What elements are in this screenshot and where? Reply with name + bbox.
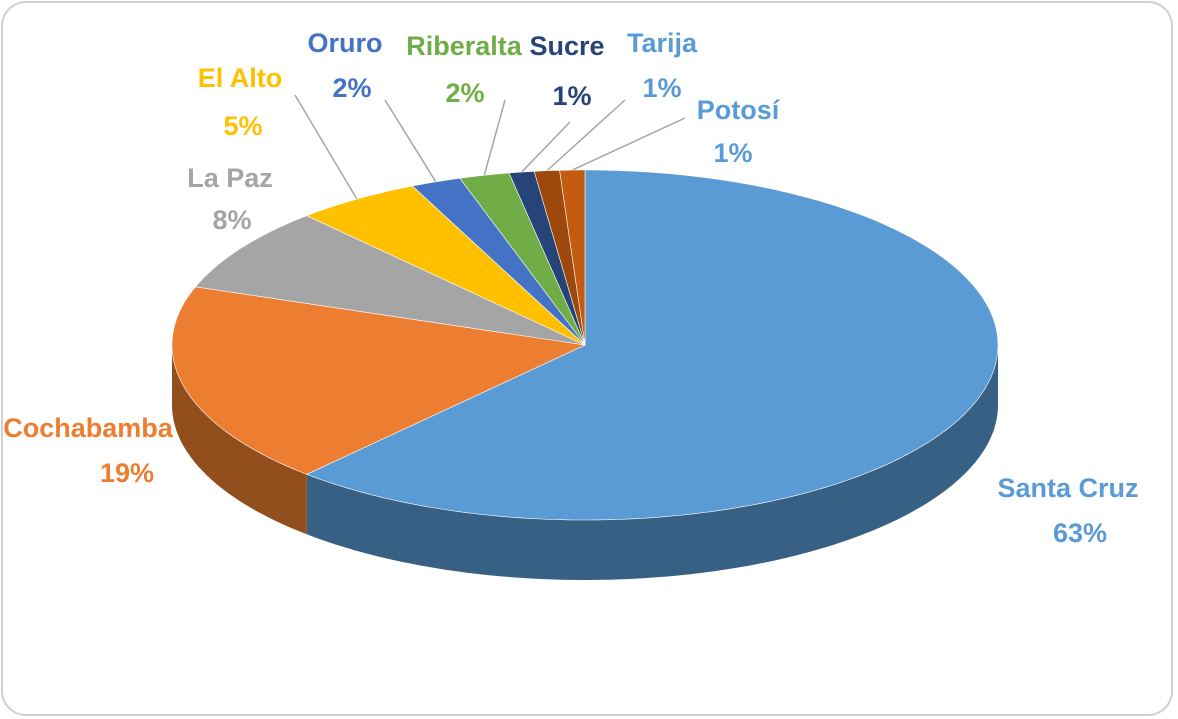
data-label-value: 1% bbox=[552, 81, 591, 111]
data-label-value: 63% bbox=[1053, 518, 1107, 548]
data-label-value: 2% bbox=[332, 73, 371, 103]
data-label-value: 1% bbox=[642, 73, 681, 103]
leader-line bbox=[546, 99, 626, 172]
pie-side bbox=[172, 345, 307, 535]
data-label-name: Tarija bbox=[627, 28, 698, 58]
leader-line bbox=[294, 94, 358, 200]
data-label-name: Cochabamba bbox=[3, 413, 174, 443]
data-label-name: La Paz bbox=[187, 163, 273, 193]
data-label-name: Riberalta bbox=[406, 31, 523, 61]
pie-slice bbox=[306, 169, 999, 521]
pie-slice bbox=[459, 172, 586, 346]
pie-slice bbox=[559, 169, 586, 346]
pie-slice bbox=[171, 286, 587, 475]
data-label-value: 8% bbox=[212, 205, 251, 235]
leader-line bbox=[521, 121, 571, 173]
pie-slice bbox=[411, 177, 586, 346]
data-label-name: El Alto bbox=[198, 63, 283, 93]
pie-slice bbox=[194, 215, 586, 346]
data-label-name: Oruro bbox=[307, 28, 382, 58]
leader-line bbox=[384, 99, 437, 183]
data-label-value: 19% bbox=[100, 458, 154, 488]
data-label-name: Santa Cruz bbox=[997, 473, 1138, 503]
leader-line bbox=[571, 117, 686, 171]
leader-line bbox=[483, 99, 506, 176]
data-label-name: Potosí bbox=[697, 95, 781, 125]
pie-slice bbox=[306, 185, 586, 346]
pie-side bbox=[306, 345, 998, 580]
data-label-value: 2% bbox=[445, 78, 484, 108]
data-label-value: 1% bbox=[713, 138, 752, 168]
data-label-value: 5% bbox=[223, 111, 262, 141]
data-label-name: Sucre bbox=[529, 31, 604, 61]
